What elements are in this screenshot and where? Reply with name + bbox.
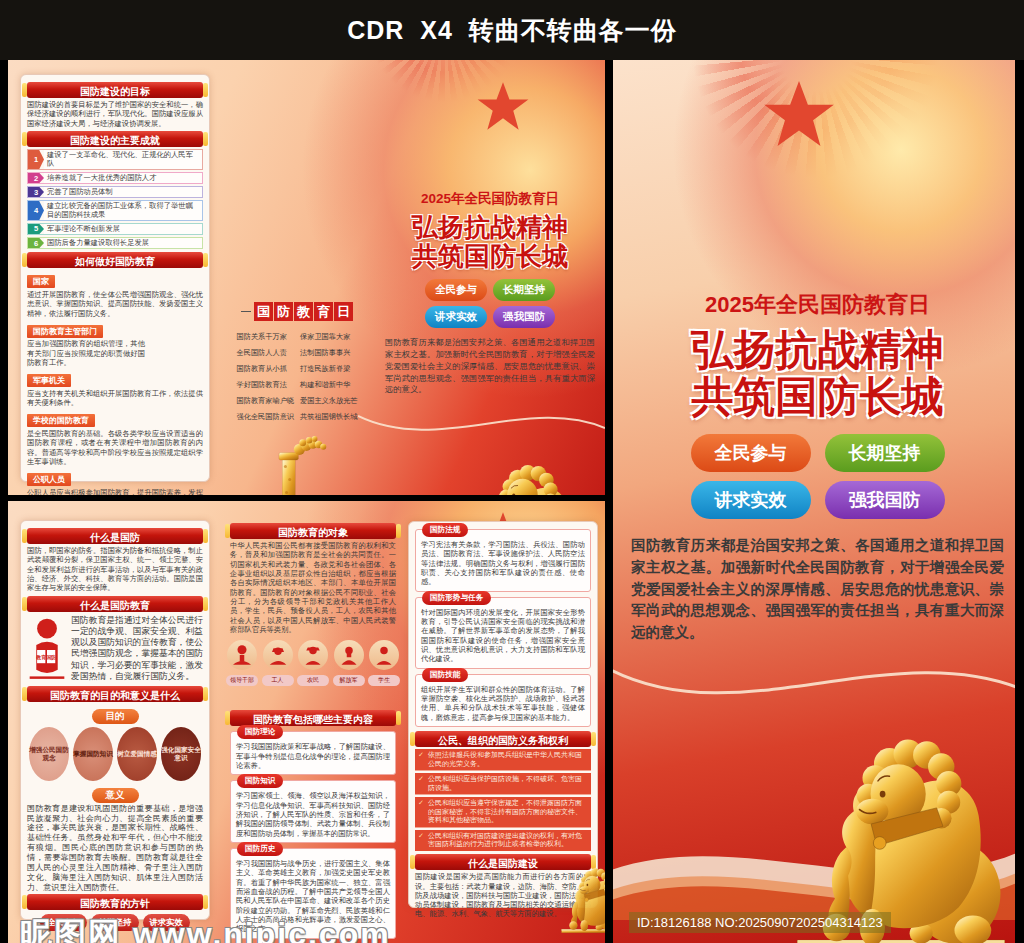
svg-text:教育: 教育 (35, 654, 46, 661)
svg-text:国防: 国防 (46, 654, 56, 661)
